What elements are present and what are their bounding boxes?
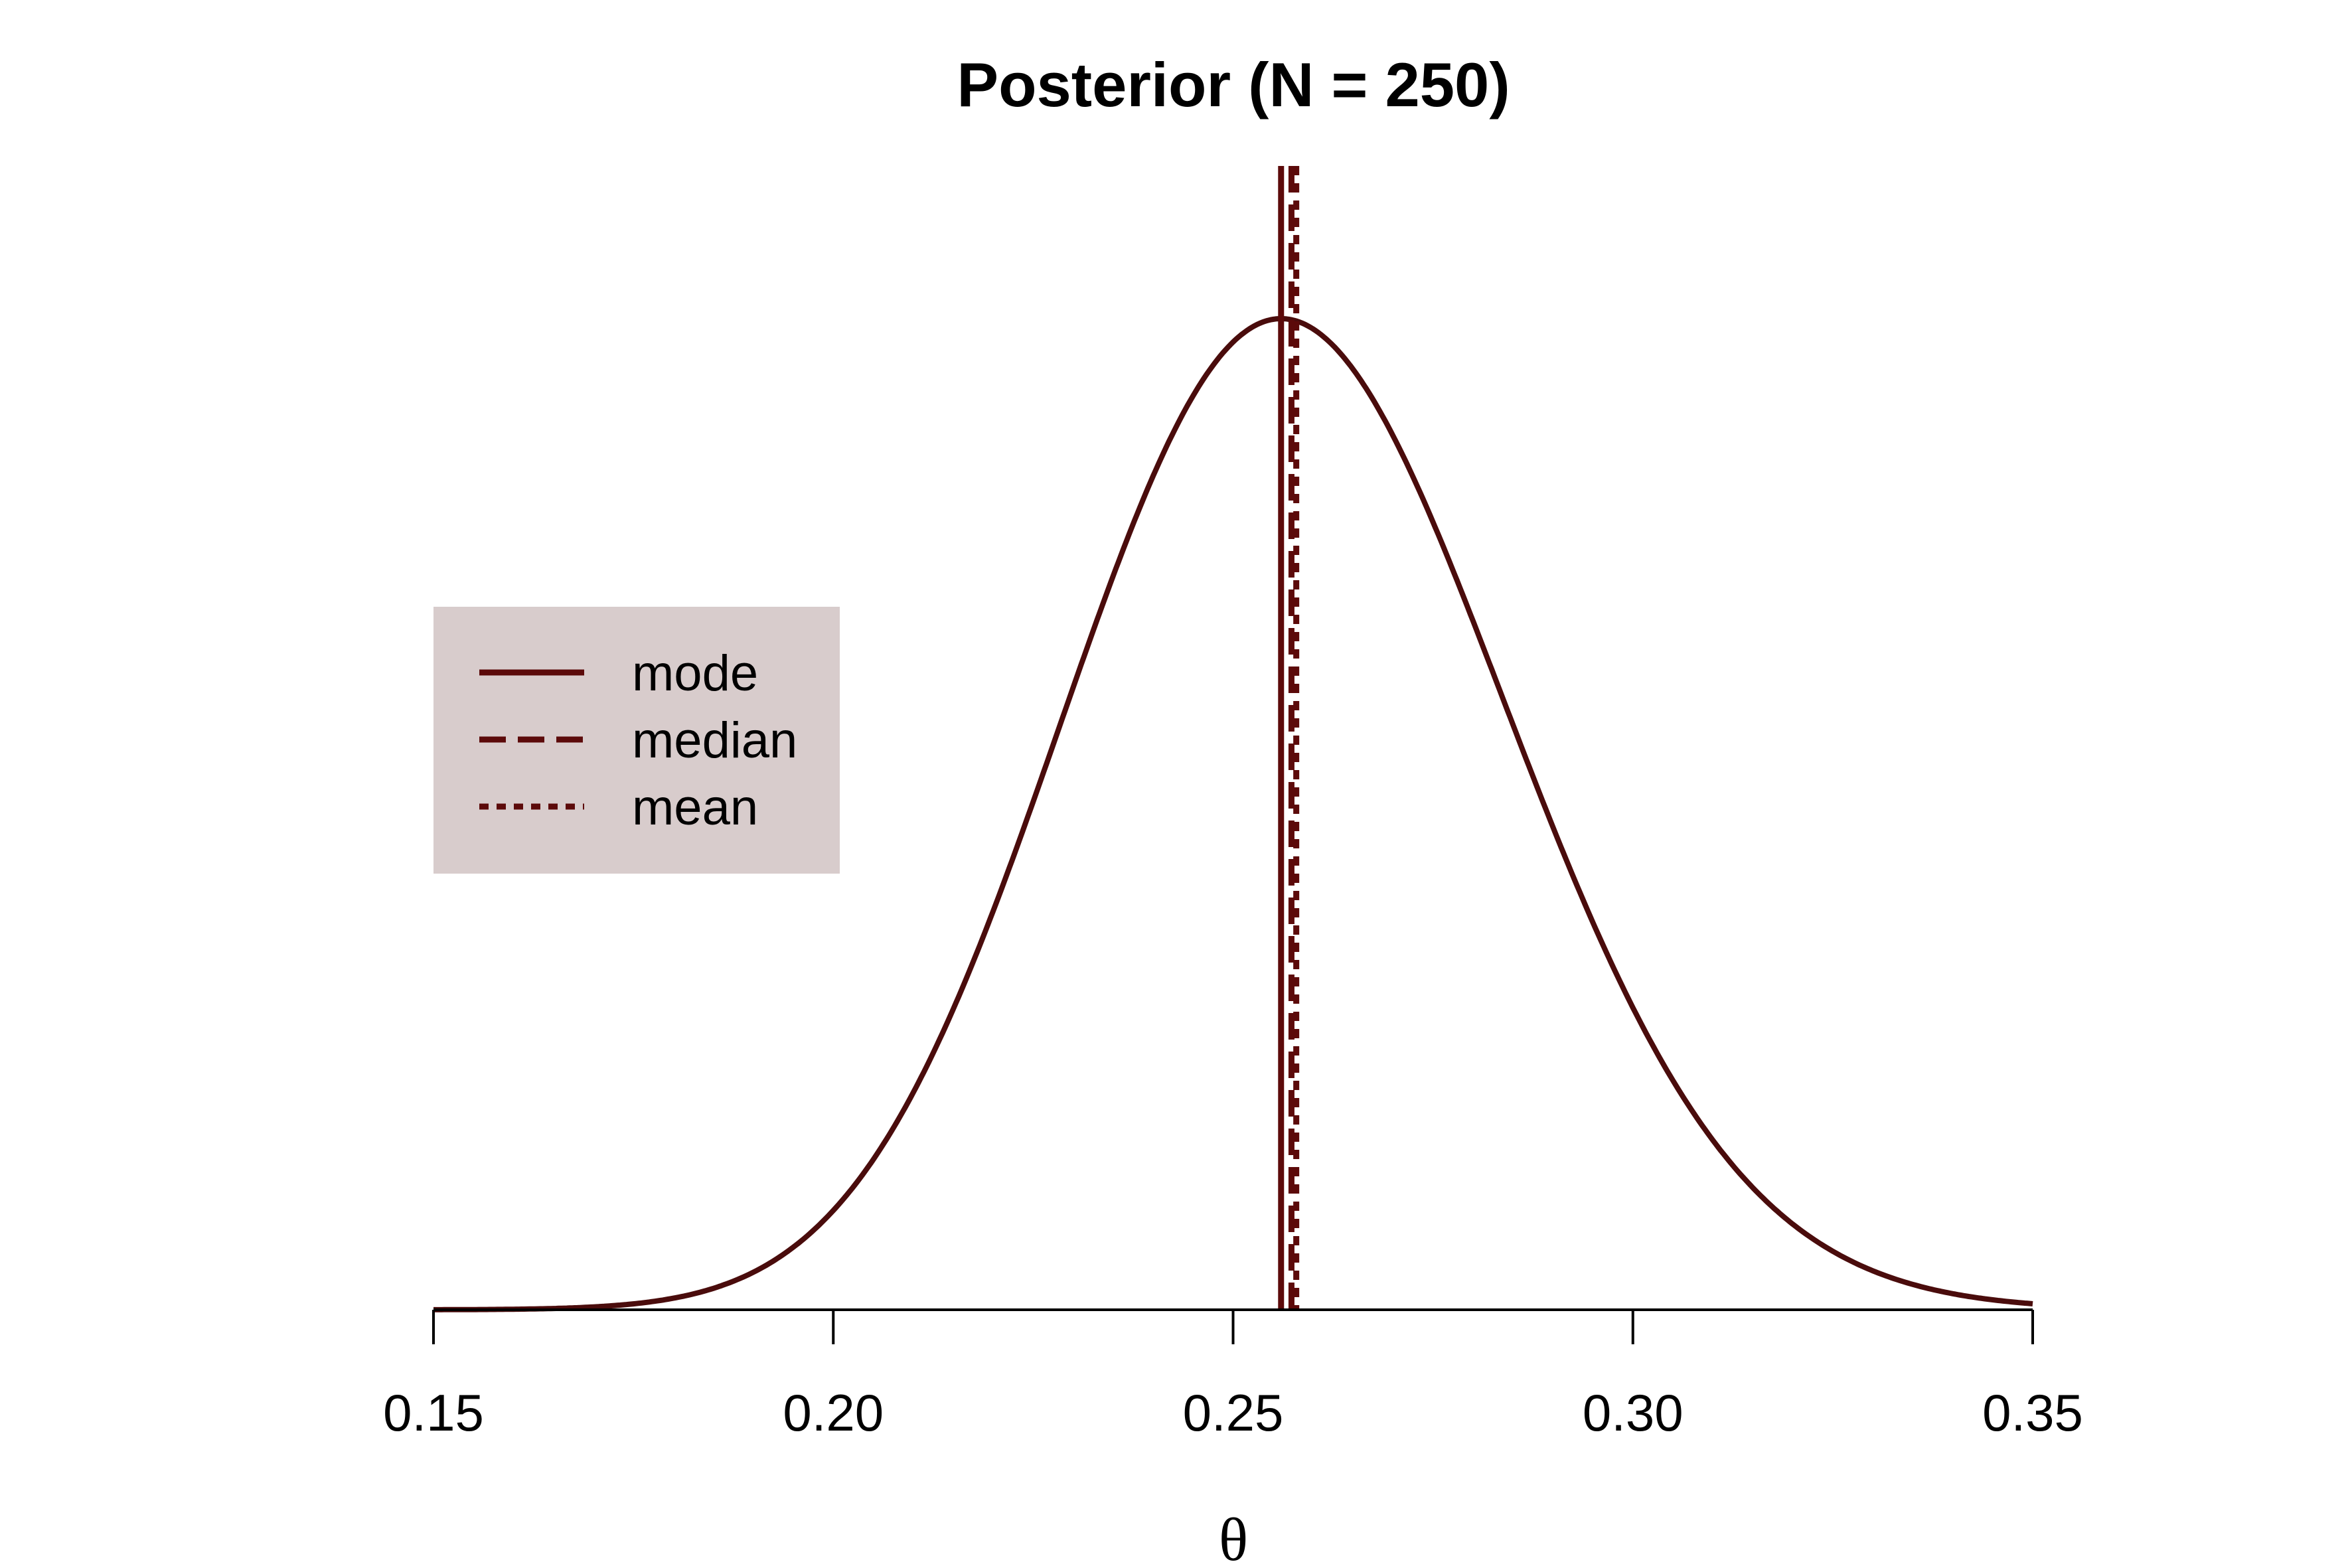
- legend-label-mode: mode: [632, 645, 758, 702]
- vertical-lines-layer: [1278, 166, 1300, 1310]
- curve-layer: [433, 316, 2033, 1312]
- chart-title: Posterior (N = 250): [957, 50, 1510, 119]
- x-tick-label: 0.20: [783, 1383, 884, 1442]
- x-axis-label: θ: [1219, 1506, 1248, 1568]
- x-tick-label: 0.15: [383, 1383, 484, 1442]
- x-axis: 0.15 0.20 0.25 0.30 0.35: [383, 1308, 2083, 1442]
- legend-label-mean: mean: [632, 779, 758, 836]
- posterior-density-curve: [433, 316, 2033, 1312]
- legend: mode median mean: [433, 607, 840, 874]
- x-tick-label: 0.35: [1982, 1383, 2083, 1442]
- x-tick-label: 0.25: [1183, 1383, 1284, 1442]
- legend-label-median: median: [632, 712, 797, 769]
- x-tick-label: 0.30: [1583, 1383, 1684, 1442]
